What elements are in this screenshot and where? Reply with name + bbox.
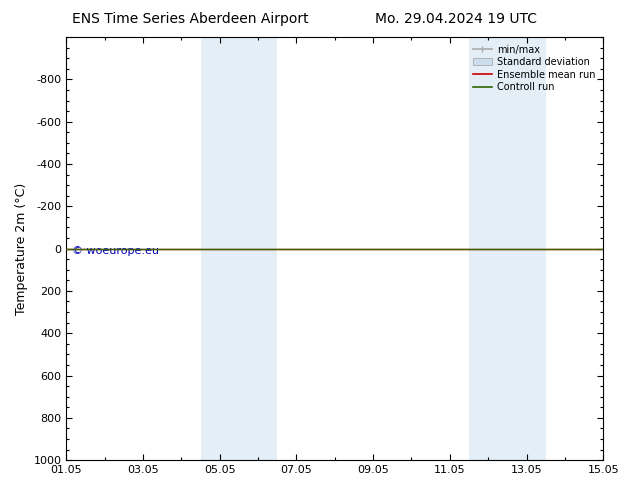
Bar [469,37,546,460]
Bar [200,37,277,460]
Y-axis label: Temperature 2m (°C): Temperature 2m (°C) [15,182,28,315]
Text: Mo. 29.04.2024 19 UTC: Mo. 29.04.2024 19 UTC [375,12,538,26]
Legend: min/max, Standard deviation, Ensemble mean run, Controll run: min/max, Standard deviation, Ensemble me… [470,42,598,95]
Text: © woeurope.eu: © woeurope.eu [72,246,158,256]
Text: ENS Time Series Aberdeen Airport: ENS Time Series Aberdeen Airport [72,12,309,26]
